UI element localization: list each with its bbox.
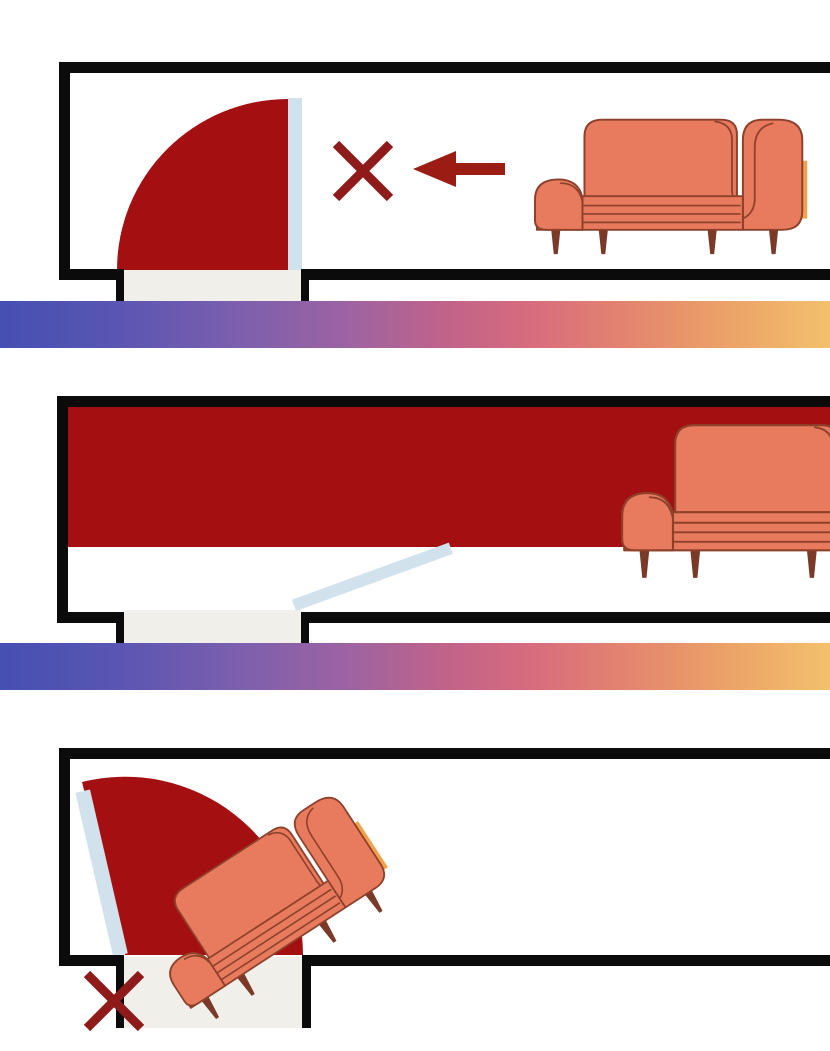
gradient-divider-bar — [0, 301, 830, 348]
wall-bottom-left — [59, 955, 117, 966]
wall-bottom-right — [301, 269, 830, 280]
door-panel — [75, 789, 128, 957]
wall-top — [57, 396, 830, 407]
door-jamb-left — [116, 612, 124, 643]
door-jamb-right — [301, 269, 309, 301]
panel-sofa-rotating-through-doorway — [59, 748, 830, 1032]
doorway-opening — [124, 270, 301, 301]
wall-top — [59, 62, 830, 73]
wall-bottom-left — [57, 612, 116, 623]
arrow-left-icon — [413, 151, 505, 187]
wall-bottom-right — [302, 955, 830, 966]
gradient-divider-bar — [0, 643, 830, 690]
wall-left — [59, 748, 70, 966]
wall-bottom-right — [301, 612, 830, 623]
door-panel — [288, 98, 302, 270]
blocked-x-icon — [332, 140, 394, 202]
panel-sofa-swept-area — [57, 396, 830, 643]
wall-top — [59, 748, 830, 759]
wall-bottom-left — [59, 269, 117, 280]
door-panel — [291, 542, 453, 611]
doorway-opening — [124, 610, 301, 643]
door-jamb-right — [302, 955, 311, 1028]
door-swing-area — [117, 99, 288, 270]
wall-left — [57, 396, 68, 623]
door-jamb-left — [116, 269, 124, 301]
blocked-x-icon — [83, 970, 145, 1032]
panel-sofa-blocked-at-door — [59, 62, 830, 301]
wall-left — [59, 62, 70, 280]
sofa — [533, 118, 809, 256]
door-jamb-right — [301, 612, 309, 643]
